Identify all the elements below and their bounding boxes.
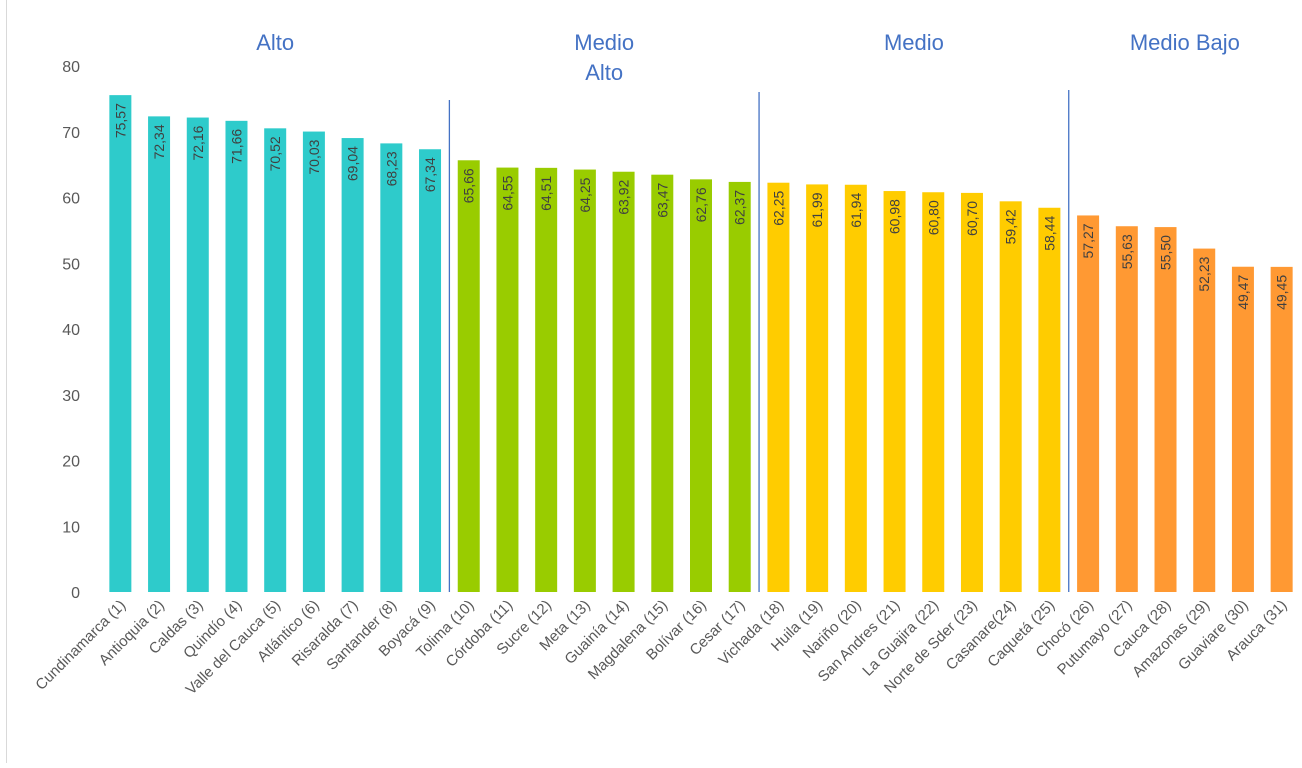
bar <box>1038 207 1061 592</box>
data-label: 60,98 <box>887 199 903 234</box>
bar <box>960 192 983 592</box>
data-label: 62,25 <box>770 191 786 226</box>
data-label: 67,34 <box>422 157 438 192</box>
bar <box>1115 226 1138 593</box>
bar <box>302 131 325 593</box>
data-label: 62,76 <box>693 187 709 222</box>
data-label: 49,45 <box>1274 275 1290 310</box>
data-label: 63,47 <box>654 182 670 217</box>
data-label: 64,55 <box>499 175 515 210</box>
group-label: Medio <box>574 30 634 55</box>
data-label: 49,47 <box>1235 275 1251 310</box>
data-label: 63,92 <box>616 180 632 215</box>
y-tick-label: 50 <box>62 256 80 273</box>
bar <box>844 184 867 592</box>
bar <box>806 184 829 592</box>
bar <box>1154 227 1177 592</box>
bar <box>1270 266 1293 592</box>
y-tick-label: 10 <box>62 519 80 536</box>
data-label: 52,23 <box>1196 256 1212 291</box>
y-tick-label: 80 <box>62 59 80 76</box>
data-label: 69,04 <box>345 146 361 181</box>
bar <box>612 171 635 592</box>
group-label: Medio <box>884 30 944 55</box>
bar <box>264 128 287 592</box>
bar <box>690 179 712 592</box>
data-label: 60,70 <box>964 201 980 236</box>
bar <box>225 120 248 592</box>
y-tick-label: 40 <box>62 322 80 339</box>
bar <box>1231 266 1254 592</box>
data-label: 71,66 <box>228 129 244 164</box>
data-label: 68,23 <box>383 151 399 186</box>
data-label: 70,03 <box>306 139 322 174</box>
data-label: 70,52 <box>267 136 283 171</box>
bar <box>728 181 751 593</box>
bar <box>380 143 403 592</box>
bar <box>1077 215 1100 592</box>
bar <box>922 192 945 593</box>
bar <box>651 174 674 592</box>
data-label: 65,66 <box>461 168 477 203</box>
data-label: 75,57 <box>112 103 128 138</box>
bar <box>999 201 1022 592</box>
bar <box>109 95 132 592</box>
data-label: 60,80 <box>925 200 941 235</box>
chart-left-border <box>6 0 7 763</box>
group-label: Alto <box>256 30 294 55</box>
data-label: 57,27 <box>1080 223 1096 258</box>
bar <box>419 149 442 592</box>
data-label: 64,25 <box>577 177 593 212</box>
group-label: Alto <box>585 60 623 85</box>
data-label: 72,16 <box>190 125 206 160</box>
y-tick-label: 60 <box>62 191 80 208</box>
y-tick-label: 30 <box>62 388 80 405</box>
y-tick-label: 70 <box>62 125 80 142</box>
y-tick-label: 20 <box>62 454 80 471</box>
bar <box>883 191 906 592</box>
data-label: 62,37 <box>732 190 748 225</box>
data-label: 58,44 <box>1041 216 1057 251</box>
data-label: 64,51 <box>538 176 554 211</box>
data-label: 55,63 <box>1119 234 1135 269</box>
data-label: 61,99 <box>809 192 825 227</box>
bar <box>341 138 364 592</box>
data-label: 59,42 <box>1003 209 1019 244</box>
bar <box>573 169 596 592</box>
group-label: Medio Bajo <box>1130 30 1240 55</box>
data-label: 55,50 <box>1158 235 1174 270</box>
data-label: 72,34 <box>151 124 167 159</box>
bar <box>457 160 480 592</box>
bar <box>767 182 790 593</box>
bar <box>1193 248 1216 592</box>
bar <box>496 167 519 593</box>
y-tick-label: 0 <box>71 585 80 602</box>
bar <box>148 116 171 592</box>
bar <box>186 117 209 592</box>
bar <box>535 167 558 593</box>
data-label: 61,94 <box>848 193 864 228</box>
